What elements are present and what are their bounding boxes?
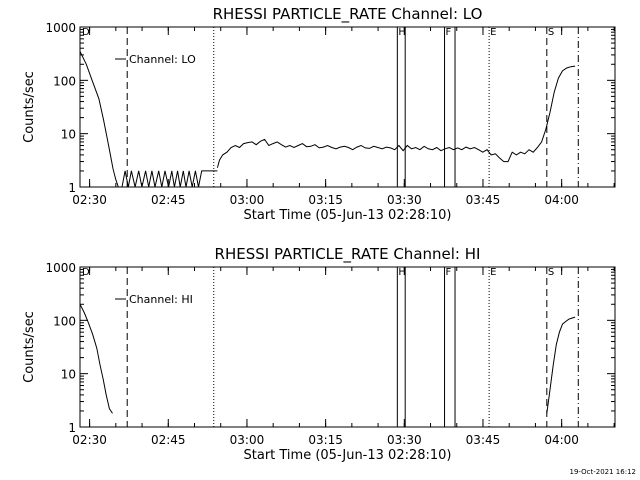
x-tick-label: 03:00 bbox=[230, 193, 265, 207]
y-tick-label: 1 bbox=[68, 181, 76, 195]
y-tick-label: 1000 bbox=[45, 261, 76, 275]
flag-label: H bbox=[398, 27, 406, 38]
flag-label: S bbox=[548, 27, 554, 38]
plot-timestamp: 19-Oct-2021 16:12 bbox=[570, 468, 636, 476]
x-tick-label: 04:00 bbox=[544, 193, 579, 207]
x-tick-label: 03:30 bbox=[387, 193, 422, 207]
y-tick-label: 10 bbox=[61, 368, 76, 382]
x-tick-label: 03:00 bbox=[230, 433, 265, 447]
series-line bbox=[79, 51, 218, 188]
y-tick-label: 100 bbox=[53, 314, 76, 328]
y-axis-label: Counts/sec bbox=[22, 311, 37, 383]
series-line bbox=[546, 316, 576, 414]
y-tick-label: 1 bbox=[68, 421, 76, 435]
x-tick-label: 02:30 bbox=[72, 193, 107, 207]
y-axis-label: Counts/sec bbox=[22, 71, 37, 143]
legend-label: Channel: HI bbox=[129, 293, 193, 306]
flag-label: S bbox=[548, 267, 554, 278]
flag-label: D bbox=[82, 267, 90, 278]
hi-channel-panel: RHESSI PARTICLE_RATE Channel: HI 1 10 100 10… bbox=[22, 245, 616, 463]
series-line bbox=[79, 304, 113, 414]
y-tick-label: 100 bbox=[53, 74, 76, 88]
x-tick-label: 03:45 bbox=[466, 433, 501, 447]
x-tick-label: 03:15 bbox=[308, 433, 343, 447]
chart-title: RHESSI PARTICLE_RATE Channel: LO bbox=[213, 5, 483, 24]
flag-label: D bbox=[82, 27, 90, 38]
flag-label: F bbox=[446, 267, 452, 278]
flag-label: F bbox=[446, 27, 452, 38]
chart-title: RHESSI PARTICLE_RATE Channel: HI bbox=[215, 245, 481, 264]
plot-frame bbox=[79, 266, 616, 428]
flag-label: E bbox=[490, 267, 496, 278]
plot-frame bbox=[79, 26, 616, 188]
x-tick-label: 03:45 bbox=[466, 193, 501, 207]
legend-label: Channel: LO bbox=[129, 53, 196, 66]
lo-channel-panel: RHESSI PARTICLE_RATE Channel: LO 1 10 100 10… bbox=[22, 5, 616, 223]
x-axis-label: Start Time (05-Jun-13 02:28:10) bbox=[244, 208, 452, 223]
x-tick-label: 02:45 bbox=[151, 193, 186, 207]
series-line bbox=[216, 65, 576, 168]
x-tick-label: 02:30 bbox=[72, 433, 107, 447]
y-tick-label: 10 bbox=[61, 128, 76, 142]
flag-label: H bbox=[398, 267, 406, 278]
y-tick-label: 1000 bbox=[45, 21, 76, 35]
x-axis-label: Start Time (05-Jun-13 02:28:10) bbox=[244, 448, 452, 463]
x-tick-label: 03:30 bbox=[387, 433, 422, 447]
x-tick-label: 02:45 bbox=[151, 433, 186, 447]
x-tick-label: 03:15 bbox=[308, 193, 343, 207]
flag-label: E bbox=[490, 27, 496, 38]
x-tick-label: 04:00 bbox=[544, 433, 579, 447]
